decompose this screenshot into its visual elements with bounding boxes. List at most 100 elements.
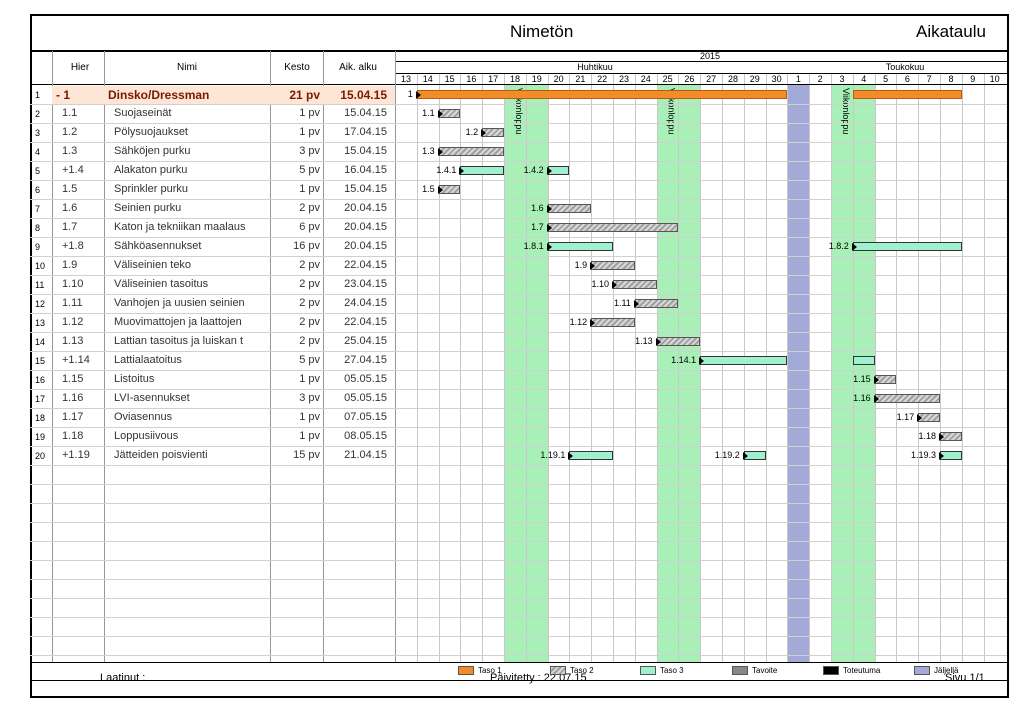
gantt-bar[interactable] [547,242,613,251]
task-hier[interactable]: 1.5 [62,183,78,195]
task-duration[interactable]: 1 pv [299,430,320,442]
task-start[interactable]: 22.04.15 [344,316,387,328]
gantt-bar[interactable] [613,280,657,289]
task-duration[interactable]: 6 pv [299,221,320,233]
task-start[interactable]: 25.04.15 [344,335,387,347]
task-start[interactable]: 20.04.15 [344,240,387,252]
task-name[interactable]: Suojaseinät [114,107,172,119]
gantt-bar[interactable] [634,299,679,308]
task-start[interactable]: 05.05.15 [344,392,387,404]
gantt-bar[interactable] [591,318,635,327]
task-start[interactable]: 20.04.15 [344,221,387,233]
gantt-bar[interactable] [852,90,962,99]
task-start[interactable]: 27.04.15 [344,354,387,366]
task-hier[interactable]: 1.6 [62,202,78,214]
task-name[interactable]: Väliseinien teko [114,259,192,271]
task-start[interactable]: 08.05.15 [344,430,387,442]
task-hier[interactable]: +1.4 [62,164,84,176]
task-name[interactable]: Lattialaatoitus [114,354,182,366]
task-start[interactable]: 05.05.15 [344,373,387,385]
task-duration[interactable]: 2 pv [299,335,320,347]
task-duration[interactable]: 3 pv [299,145,320,157]
task-name[interactable]: Lattian tasoitus ja luiskan t [114,335,244,347]
gantt-bar[interactable] [547,204,592,213]
task-name[interactable]: Listoitus [114,373,155,385]
task-hier[interactable]: 1.13 [62,335,84,347]
task-hier[interactable]: 1.15 [62,373,84,385]
gantt-bar[interactable] [700,356,788,365]
task-name[interactable]: Seinien purku [114,202,182,214]
gantt-bar[interactable] [416,90,788,99]
task-duration[interactable]: 1 pv [299,126,320,138]
task-duration[interactable]: 2 pv [299,278,320,290]
task-name[interactable]: Sprinkler purku [114,183,188,195]
task-hier[interactable]: 1.11 [62,297,83,309]
task-duration[interactable]: 1 pv [299,183,320,195]
task-hier[interactable]: 1.1 [62,107,78,119]
task-start[interactable]: 21.04.15 [344,449,387,461]
task-hier[interactable]: +1.19 [62,449,90,461]
gantt-bar[interactable] [569,451,613,460]
gantt-bar[interactable] [874,394,940,403]
column-header-duration[interactable]: Kesto [284,62,310,73]
task-start[interactable]: 17.04.15 [344,126,387,138]
task-name[interactable]: Loppusiivous [114,430,179,442]
task-name[interactable]: Dinsko/Dressman [108,88,210,102]
task-name[interactable]: Jätteiden poisvienti [114,449,208,461]
task-hier[interactable]: 1.7 [62,221,78,233]
task-start[interactable]: 15.04.15 [340,88,387,102]
task-duration[interactable]: 5 pv [299,164,320,176]
task-duration[interactable]: 1 pv [299,373,320,385]
gantt-bar[interactable] [438,147,504,156]
task-duration[interactable]: 2 pv [299,297,320,309]
task-start[interactable]: 15.04.15 [344,183,387,195]
gantt-bar[interactable] [852,356,875,365]
task-hier[interactable]: +1.14 [62,354,90,366]
gantt-bar[interactable] [547,223,679,232]
task-duration[interactable]: 1 pv [299,411,320,423]
task-start[interactable]: 07.05.15 [344,411,387,423]
task-duration[interactable]: 2 pv [299,316,320,328]
column-header-name[interactable]: Nimi [177,62,197,73]
task-hier[interactable]: 1.2 [62,126,78,138]
task-name[interactable]: LVI-asennukset [114,392,190,404]
task-hier[interactable]: +1.8 [62,240,84,252]
task-name[interactable]: Alakaton purku [114,164,188,176]
task-hier[interactable]: 1.12 [62,316,84,328]
gantt-bar[interactable] [591,261,635,270]
task-hier[interactable]: 1.3 [62,145,78,157]
task-duration[interactable]: 5 pv [299,354,320,366]
task-duration[interactable]: 3 pv [299,392,320,404]
task-name[interactable]: Oviasennus [114,411,173,423]
task-start[interactable]: 22.04.15 [344,259,387,271]
task-name[interactable]: Vanhojen ja uusien seinien [114,297,245,309]
task-name[interactable]: Pölysuojaukset [114,126,188,138]
task-duration[interactable]: 2 pv [299,259,320,271]
task-start[interactable]: 15.04.15 [344,145,387,157]
task-hier[interactable]: 1.17 [62,411,84,423]
task-duration[interactable]: 15 pv [293,449,320,461]
task-start[interactable]: 15.04.15 [344,107,387,119]
task-name[interactable]: Muovimattojen ja laattojen [114,316,242,328]
task-hier[interactable]: 1.10 [62,278,84,290]
gantt-bar[interactable] [852,242,962,251]
task-name[interactable]: Sähköjen purku [114,145,191,157]
task-start[interactable]: 24.04.15 [344,297,387,309]
task-hier[interactable]: 1.16 [62,392,84,404]
task-duration[interactable]: 2 pv [299,202,320,214]
task-duration[interactable]: 1 pv [299,107,320,119]
task-name[interactable]: Sähköasennukset [114,240,202,252]
task-name[interactable]: Väliseinien tasoitus [114,278,209,290]
column-header-hier[interactable]: Hier [70,62,90,73]
task-start[interactable]: 16.04.15 [344,164,387,176]
column-header-start[interactable]: Aik. alku [339,62,377,73]
gantt-bar[interactable] [656,337,701,346]
task-name[interactable]: Katon ja tekniikan maalaus [114,221,246,233]
task-start[interactable]: 20.04.15 [344,202,387,214]
task-hier[interactable]: - 1 [56,88,71,102]
task-hier[interactable]: 1.18 [62,430,84,442]
task-start[interactable]: 23.04.15 [344,278,387,290]
task-hier[interactable]: 1.9 [62,259,78,271]
task-duration[interactable]: 16 pv [293,240,320,252]
task-duration[interactable]: 21 pv [289,88,320,102]
